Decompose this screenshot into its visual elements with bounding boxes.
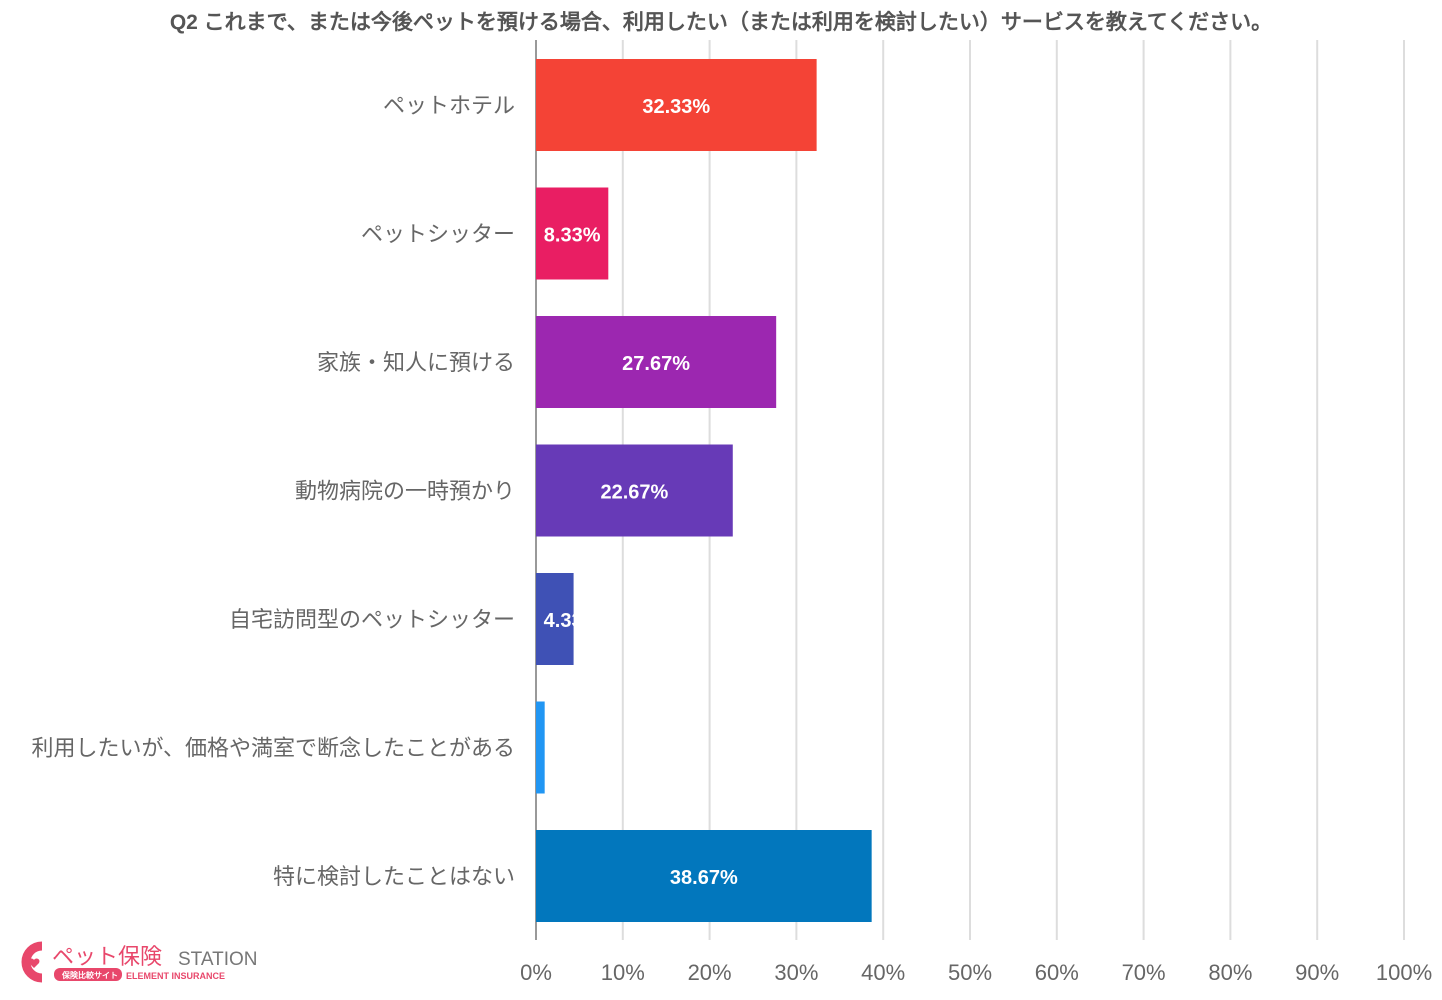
x-tick-label: 60% xyxy=(1035,960,1079,985)
bar xyxy=(536,830,872,922)
bar xyxy=(536,187,609,280)
category-label: ペットシッター xyxy=(361,222,515,247)
x-tick-label: 90% xyxy=(1295,960,1339,985)
x-tick-label: 30% xyxy=(774,960,818,985)
bar xyxy=(536,701,545,794)
data-label: 27.67% xyxy=(622,353,690,375)
category-label: 家族・知人に預ける xyxy=(317,350,515,375)
svg-text:ペット保険: ペット保険 xyxy=(52,945,162,970)
x-tick-label: 70% xyxy=(1122,960,1166,985)
data-label: 4.33% xyxy=(544,610,601,632)
x-tick-label: 80% xyxy=(1208,960,1252,985)
category-label: 自宅訪問型のペットシッター xyxy=(229,607,515,632)
category-label: ペットホテル xyxy=(383,93,515,118)
x-tick-label: 50% xyxy=(948,960,992,985)
bar xyxy=(536,573,574,665)
svg-text:ELEMENT INSURANCE: ELEMENT INSURANCE xyxy=(126,971,225,981)
x-tick-label: 20% xyxy=(688,960,732,985)
chart-title: Q2 これまで、または今後ペットを預ける場合、利用したい（または利用を検討したい… xyxy=(169,11,1273,34)
category-label: 動物病院の一時預かり xyxy=(295,479,515,504)
data-label: 8.33% xyxy=(544,225,601,247)
logo: ペット保険 STATION 保険比較サイト ELEMENT INSURANCE xyxy=(21,941,258,983)
category-label: 利用したいが、価格や満室で断念したことがある xyxy=(31,736,515,761)
data-label: 22.67% xyxy=(600,482,668,504)
bar xyxy=(536,316,777,408)
x-tick-label: 100% xyxy=(1376,960,1432,985)
category-label: 特に検討したことはない xyxy=(273,864,515,889)
data-label: 38.67% xyxy=(670,867,738,889)
bar xyxy=(536,59,817,151)
svg-text:STATION: STATION xyxy=(178,949,258,970)
svg-text:保険比較サイト: 保険比較サイト xyxy=(61,970,118,980)
x-tick-label: 0% xyxy=(520,960,552,985)
data-label: 32.33% xyxy=(642,96,710,118)
bar xyxy=(536,444,733,537)
x-tick-label: 10% xyxy=(601,960,645,985)
x-tick-label: 40% xyxy=(861,960,905,985)
